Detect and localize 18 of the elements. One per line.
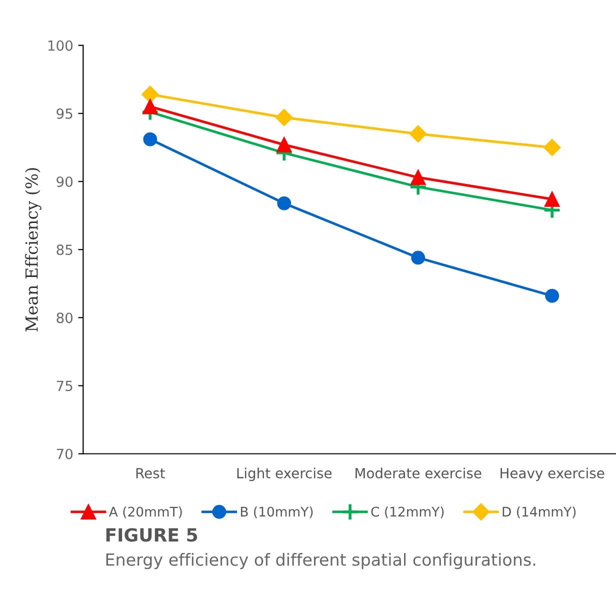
legend-label: B (10mmY) <box>240 506 313 518</box>
y-tick-label: 100 <box>48 40 73 51</box>
y-tick-label: 85 <box>56 244 72 256</box>
y-tick-label: 90 <box>56 176 73 187</box>
x-tick-label: Moderate exercise <box>356 468 482 478</box>
y-tick-label: 75 <box>56 380 72 392</box>
legend-label: A (20mmT) <box>108 506 182 518</box>
y-tick-label: 80 <box>56 312 73 324</box>
y-tick-label: 95 <box>56 108 72 119</box>
x-tick-label: Light exercise <box>237 468 332 482</box>
legend-label: D (14mmY) <box>502 506 576 518</box>
text: Energy efficiency of different spatial configurations. <box>106 553 536 570</box>
x-tick-label: Heavy exercise <box>500 468 604 482</box>
y-tick-label: 70 <box>56 448 73 460</box>
text: FIGURE 5 <box>106 528 198 542</box>
y-axis-title: Mean Effciency (%) <box>25 168 42 332</box>
legend-label: C (12mmY) <box>371 506 444 518</box>
x-tick-label: Rest <box>136 468 165 478</box>
